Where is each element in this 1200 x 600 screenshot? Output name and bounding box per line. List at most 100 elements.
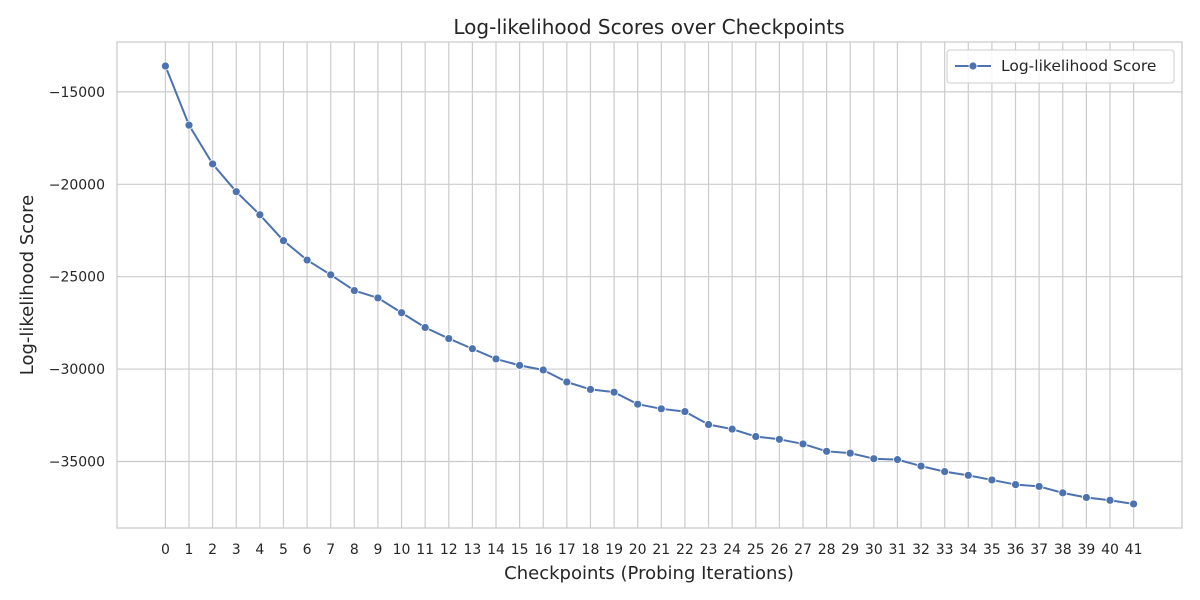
plot-frame — [116, 41, 1183, 529]
x-tick-label: 16 — [534, 542, 552, 558]
grid — [117, 42, 1182, 528]
data-point — [727, 424, 737, 434]
y-tick-label: −20000 — [49, 177, 105, 193]
legend-marker-swatch — [968, 61, 978, 71]
series-layer — [161, 61, 1138, 509]
y-tick-label: −15000 — [49, 85, 105, 101]
data-point — [161, 61, 170, 71]
x-axis-ticks: 0 1 2 3 4 5 6 7 8 9 10 11 12 13 14 15 16 17 18 19 20 21 22 23 24… — [161, 542, 1143, 558]
data-point — [609, 387, 619, 397]
x-tick-label: 8 — [350, 542, 359, 558]
x-tick-label: 27 — [794, 542, 812, 558]
x-tick-label: 2 — [208, 542, 217, 558]
y-tick-label: −30000 — [49, 362, 105, 378]
data-point — [845, 448, 855, 458]
y-axis-ticks: −35000 −30000 −25000 −20000 −15000 — [49, 85, 105, 471]
x-tick-label: 23 — [700, 542, 718, 558]
x-tick-label: 37 — [1030, 542, 1048, 558]
x-tick-label: 24 — [723, 542, 741, 558]
x-tick-label: 25 — [747, 542, 765, 558]
x-tick-label: 31 — [889, 542, 907, 558]
x-tick-label: 11 — [416, 542, 434, 558]
data-point — [774, 434, 784, 444]
data-point — [1105, 495, 1115, 505]
data-point — [184, 120, 194, 130]
data-point — [467, 344, 477, 354]
x-tick-label: 0 — [161, 542, 170, 558]
x-tick-label: 22 — [676, 542, 694, 558]
data-point — [1034, 482, 1044, 491]
x-tick-label: 19 — [605, 542, 623, 558]
data-point — [680, 407, 690, 416]
data-point — [822, 446, 832, 456]
x-tick-label: 32 — [912, 542, 930, 558]
data-point — [373, 293, 383, 303]
legend-box — [946, 49, 1175, 84]
data-point — [869, 454, 879, 464]
series-line — [164, 65, 1134, 505]
data-point — [916, 461, 926, 471]
data-point — [633, 399, 643, 409]
x-tick-label: 21 — [652, 542, 670, 558]
x-tick-label: 17 — [558, 542, 576, 558]
data-point — [349, 286, 359, 295]
x-tick-label: 14 — [487, 542, 505, 558]
x-tick-label: 7 — [326, 542, 335, 558]
x-tick-label: 9 — [373, 542, 382, 558]
y-tick-label: −25000 — [49, 270, 105, 286]
x-tick-label: 4 — [255, 542, 264, 558]
data-point — [420, 323, 430, 332]
x-tick-label: 28 — [818, 542, 836, 558]
x-tick-label: 35 — [983, 542, 1001, 558]
chart-title: Log-likelihood Scores over Checkpoints — [453, 15, 844, 39]
x-tick-label: 33 — [936, 542, 954, 558]
data-point — [1011, 480, 1020, 489]
data-point — [656, 404, 666, 414]
data-point — [586, 385, 595, 394]
x-tick-label: 29 — [841, 542, 859, 558]
legend: Log-likelihood Score — [946, 49, 1175, 84]
data-point — [987, 475, 997, 485]
x-tick-label: 15 — [511, 542, 529, 558]
x-tick-label: 1 — [185, 542, 194, 558]
data-point — [1058, 488, 1068, 498]
data-point — [893, 455, 902, 465]
y-axis-label: Log-likelihood Score — [17, 195, 38, 376]
data-point — [231, 187, 241, 197]
x-tick-label: 20 — [629, 542, 647, 558]
data-point — [515, 360, 525, 370]
data-point — [326, 270, 336, 280]
data-point — [397, 308, 406, 318]
x-tick-label: 39 — [1077, 542, 1095, 558]
x-tick-label: 3 — [232, 542, 241, 558]
x-axis-label: Checkpoints (Probing Iterations) — [504, 563, 794, 584]
x-tick-label: 5 — [279, 542, 288, 558]
x-tick-label: 12 — [440, 542, 458, 558]
x-tick-label: 30 — [865, 542, 883, 558]
x-tick-label: 40 — [1101, 542, 1119, 558]
data-point — [208, 159, 218, 169]
x-tick-label: 10 — [393, 542, 411, 558]
data-point — [302, 255, 312, 265]
x-tick-label: 34 — [959, 542, 977, 558]
data-point — [444, 334, 454, 343]
data-point — [255, 210, 265, 220]
x-tick-label: 41 — [1125, 542, 1143, 558]
data-point — [562, 377, 572, 387]
y-tick-label: −35000 — [49, 454, 105, 470]
data-point — [963, 470, 973, 480]
data-point — [491, 354, 501, 364]
x-tick-label: 6 — [303, 542, 312, 558]
legend-label: Log-likelihood Score — [1001, 57, 1156, 75]
x-tick-label: 26 — [770, 542, 788, 558]
data-point — [1129, 499, 1138, 509]
x-tick-label: 13 — [463, 542, 481, 558]
x-tick-label: 36 — [1007, 542, 1025, 558]
x-tick-label: 38 — [1054, 542, 1072, 558]
data-point — [538, 365, 548, 375]
data-point — [751, 432, 761, 441]
data-point — [1081, 493, 1091, 502]
data-point — [279, 236, 288, 246]
data-point — [798, 439, 808, 449]
